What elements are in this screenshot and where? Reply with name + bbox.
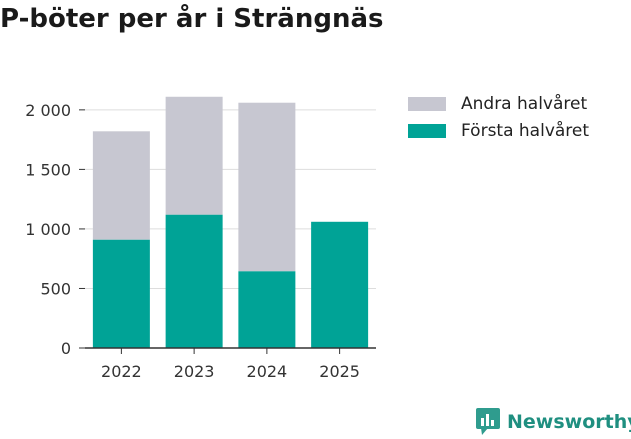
x-tick-label-2023: 2023 [174, 362, 215, 381]
bar-2025-forsta[interactable] [311, 221, 369, 348]
bar-2024-andra[interactable] [238, 102, 296, 272]
newsworthy-logo: Newsworthy [476, 408, 631, 436]
x-tick-label-2025: 2025 [319, 362, 360, 381]
newsworthy-bar-icon [476, 408, 500, 435]
chart-title: P-böter per år i Strängnäs [0, 4, 384, 34]
legend-label-forsta: Första halvåret [461, 120, 590, 141]
legend-label-andra: Andra halvåret [461, 93, 588, 114]
x-tick-label-2024: 2024 [247, 362, 288, 381]
bar-2023-andra[interactable] [165, 96, 223, 215]
bar-2022-andra[interactable] [92, 131, 150, 240]
y-tick-label-1000: 1 000 [25, 220, 71, 239]
legend: Andra halvåret Första halvåret [408, 90, 589, 144]
y-tick-label-0: 0 [61, 339, 71, 358]
bar-2023-forsta[interactable] [165, 214, 223, 348]
y-tick-label-500: 500 [40, 279, 71, 298]
bar-2022-forsta[interactable] [92, 239, 150, 348]
legend-swatch-andra [408, 96, 446, 111]
legend-item-forsta[interactable]: Första halvåret [408, 117, 589, 144]
legend-item-andra[interactable]: Andra halvåret [408, 90, 589, 117]
y-tick-label-2000: 2 000 [25, 101, 71, 120]
y-tick-label-1500: 1 500 [25, 160, 71, 179]
brand-name: Newsworthy [507, 411, 631, 433]
x-tick-label-2022: 2022 [101, 362, 142, 381]
legend-swatch-forsta [408, 123, 446, 138]
bar-2024-forsta[interactable] [238, 271, 296, 348]
